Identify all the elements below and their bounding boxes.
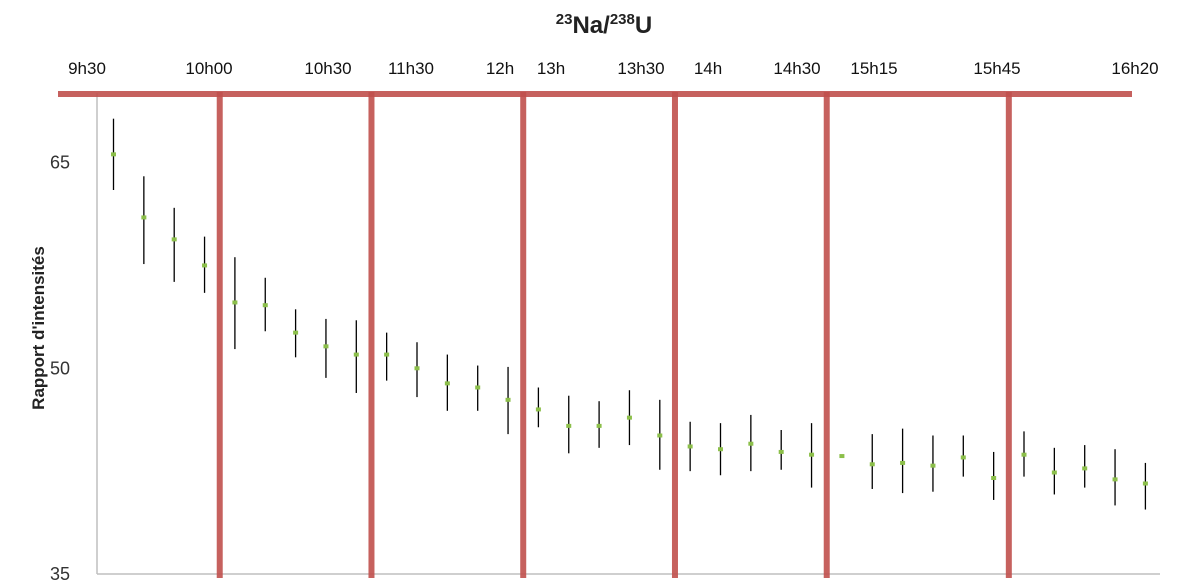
- data-point: [171, 237, 177, 242]
- data-point: [535, 407, 541, 412]
- data-point: [384, 352, 390, 357]
- data-point: [1051, 470, 1057, 475]
- top-tick-label: 15h45: [973, 59, 1020, 78]
- data-point: [414, 366, 420, 371]
- data-point: [141, 215, 147, 220]
- top-tick-label: 11h30: [388, 59, 434, 78]
- top-tick-label: 16h20: [1111, 59, 1158, 78]
- y-axis-label: Rapport d'intensités: [29, 246, 48, 410]
- data-point: [475, 385, 481, 390]
- data-point: [505, 397, 511, 402]
- data-point: [323, 344, 329, 349]
- error-bars: [112, 118, 1147, 510]
- data-point: [960, 455, 966, 460]
- data-point: [657, 433, 663, 438]
- title-element-1: Na/: [572, 12, 610, 39]
- data-points: [111, 152, 1148, 486]
- top-tick-label: 14h30: [773, 59, 820, 78]
- data-point: [991, 476, 997, 480]
- data-point: [202, 263, 208, 268]
- data-point: [566, 423, 572, 428]
- top-tick-label: 9h30: [68, 59, 106, 78]
- title-element-2: U: [635, 12, 652, 39]
- data-point: [1082, 466, 1088, 471]
- data-point: [596, 423, 602, 428]
- data-point: [293, 330, 299, 335]
- data-point: [809, 452, 815, 457]
- y-tick-label: 50: [50, 358, 70, 378]
- top-tick-labels: 9h30 10h00 10h30 11h30 12h 13h 13h30 14h 14h30 15…: [68, 59, 1159, 78]
- data-point: [869, 462, 875, 467]
- chart-title: 23Na/238U: [556, 11, 652, 39]
- data-point: [778, 449, 784, 454]
- data-point: [1142, 481, 1148, 486]
- data-point: [626, 415, 632, 420]
- y-tick-label: 65: [50, 153, 70, 173]
- data-point: [718, 447, 723, 452]
- data-point: [1021, 452, 1027, 457]
- data-point: [839, 454, 845, 459]
- data-point: [353, 352, 359, 357]
- title-superscript-1: 23: [556, 11, 573, 28]
- data-point: [444, 381, 450, 386]
- data-point: [930, 463, 936, 468]
- separator-lines: [216, 92, 1012, 578]
- data-point: [1112, 477, 1118, 482]
- data-point: [262, 303, 268, 308]
- top-tick-label: 10h00: [185, 59, 232, 78]
- top-tick-label: 10h30: [304, 59, 351, 78]
- top-tick-label: 13h30: [617, 59, 664, 78]
- data-point: [687, 444, 693, 449]
- top-tick-label: 12h: [486, 59, 514, 78]
- data-point: [748, 441, 754, 446]
- data-point: [900, 460, 906, 465]
- data-point: [232, 300, 238, 305]
- top-tick-label: 14h: [694, 59, 722, 78]
- top-tick-label: 15h15: [850, 59, 897, 78]
- top-tick-label: 13h: [537, 59, 565, 78]
- y-tick-labels: 35 50 65: [50, 153, 70, 583]
- y-tick-label: 35: [50, 564, 70, 583]
- title-superscript-2: 238: [610, 11, 635, 28]
- data-point: [111, 152, 116, 157]
